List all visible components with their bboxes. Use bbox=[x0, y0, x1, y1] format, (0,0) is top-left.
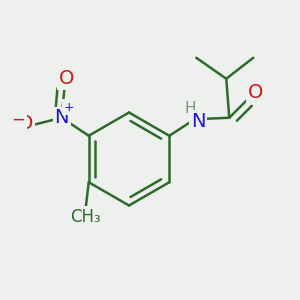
Text: CH₃: CH₃ bbox=[70, 208, 101, 226]
Text: +: + bbox=[64, 101, 74, 114]
Text: O: O bbox=[17, 114, 33, 133]
Text: O: O bbox=[58, 69, 74, 88]
Text: −: − bbox=[12, 111, 26, 129]
Text: N: N bbox=[191, 112, 206, 131]
Text: H: H bbox=[184, 101, 196, 116]
Text: O: O bbox=[248, 83, 263, 102]
Text: N: N bbox=[55, 108, 69, 127]
